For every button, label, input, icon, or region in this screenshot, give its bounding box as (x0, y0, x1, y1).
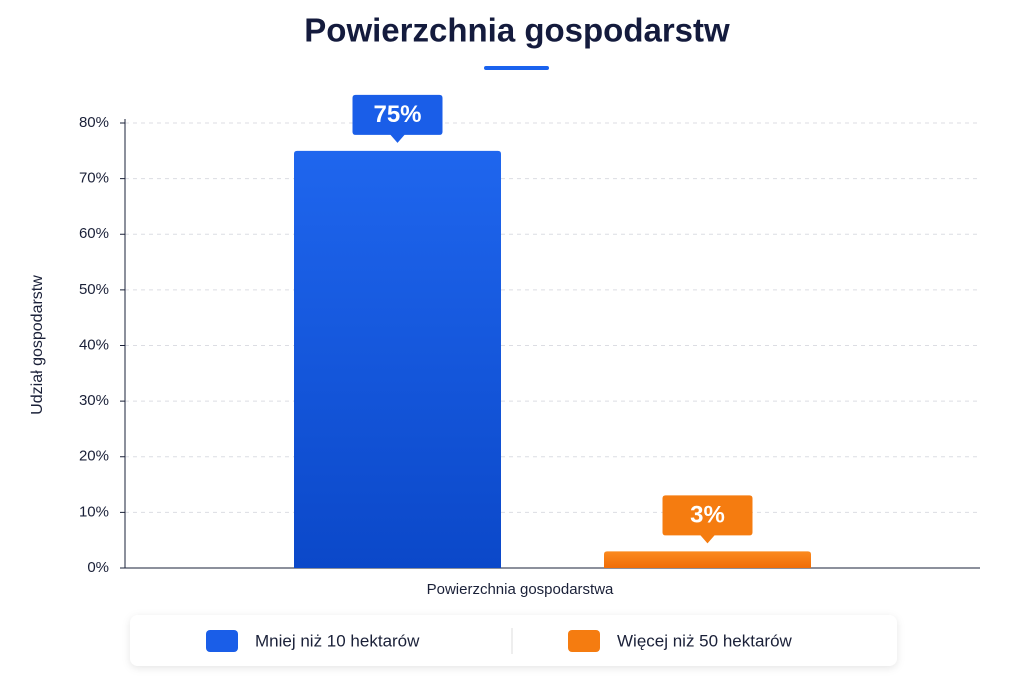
chart-title: Powierzchnia gospodarstw (304, 12, 730, 49)
bar (294, 150, 501, 568)
legend-label: Mniej niż 10 hektarów (255, 631, 420, 650)
y-tick-label: 10% (79, 503, 109, 520)
value-label: 75% (373, 101, 421, 128)
y-tick-label: 50% (79, 281, 109, 298)
y-tick-label: 40% (79, 336, 109, 353)
legend (130, 615, 897, 666)
value-label-bubble (352, 94, 443, 143)
legend-swatch (206, 630, 238, 652)
x-axis-label: Powierzchnia gospodarstwa (427, 581, 614, 598)
legend-swatch (568, 630, 600, 652)
value-label: 3% (690, 502, 725, 529)
y-tick-label: 0% (87, 559, 109, 576)
bar (604, 551, 811, 568)
legend-label: Więcej niż 50 hektarów (617, 631, 793, 650)
y-tick-label: 20% (79, 448, 109, 465)
y-tick-label: 80% (79, 114, 109, 131)
y-axis-label: Udział gospodarstw (29, 275, 46, 415)
y-tick-label: 70% (79, 170, 109, 187)
y-tick-label: 30% (79, 392, 109, 409)
value-label-bubble (662, 495, 753, 544)
y-tick-label: 60% (79, 225, 109, 242)
title-underline (484, 66, 549, 70)
